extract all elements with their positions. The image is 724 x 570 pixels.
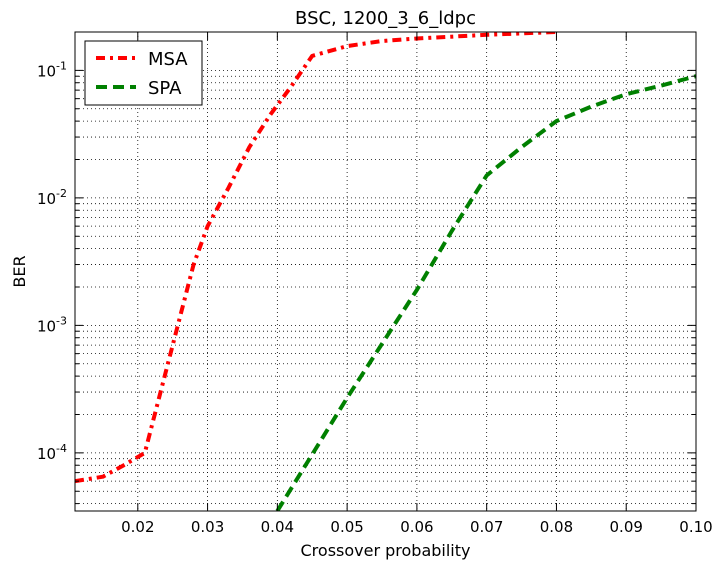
chart-title: BSC, 1200_3_6_ldpc: [295, 8, 476, 29]
plot-frame: [74, 31, 697, 512]
ticks: 0.02 0.03 0.04 0.05 0.06 0.07 0.08 0.09 0.10 10-4…: [37, 31, 713, 536]
x-tick-label: 0.03: [191, 518, 224, 536]
x-tick-label: 0.08: [540, 518, 573, 536]
series-line-spa: [275, 74, 696, 511]
legend-label-msa: MSA: [148, 49, 188, 70]
y-tick-label: 10-2: [37, 187, 67, 208]
x-tick-label: 0.10: [679, 518, 712, 536]
x-axis-label: Crossover probability: [301, 541, 471, 560]
y-axis-label: BER: [10, 255, 29, 287]
x-tick-label: 0.06: [400, 518, 433, 536]
x-tick-label: 0.09: [610, 518, 643, 536]
y-tick-label: 10-1: [37, 59, 67, 80]
y-tick-label: 10-4: [37, 442, 67, 463]
legend: MSA SPA: [84, 40, 203, 106]
legend-box: [84, 40, 203, 106]
legend-label-spa: SPA: [148, 78, 182, 99]
series-layer: [75, 32, 696, 511]
y-tick-label: 10-3: [37, 314, 67, 335]
x-tick-label: 0.07: [470, 518, 503, 536]
x-tick-label: 0.05: [330, 518, 363, 536]
x-tick-label: 0.04: [261, 518, 294, 536]
x-tick-label: 0.02: [121, 518, 154, 536]
series-line-msa: [75, 32, 557, 484]
